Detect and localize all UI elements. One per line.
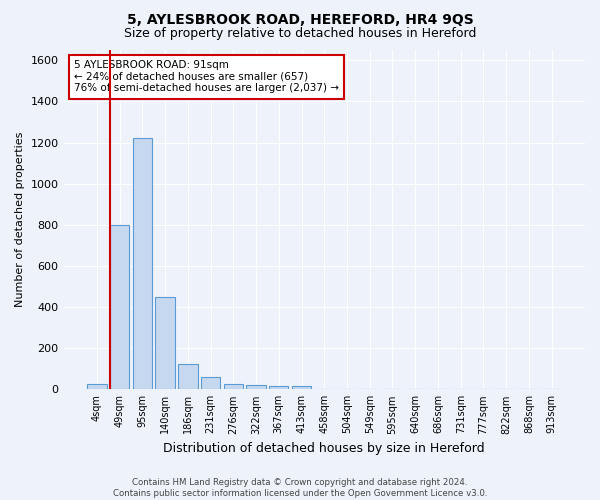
Text: 5 AYLESBROOK ROAD: 91sqm
← 24% of detached houses are smaller (657)
76% of semi-: 5 AYLESBROOK ROAD: 91sqm ← 24% of detach… xyxy=(74,60,339,94)
Y-axis label: Number of detached properties: Number of detached properties xyxy=(15,132,25,308)
Text: 5, AYLESBROOK ROAD, HEREFORD, HR4 9QS: 5, AYLESBROOK ROAD, HEREFORD, HR4 9QS xyxy=(127,12,473,26)
Bar xyxy=(269,386,289,390)
Bar xyxy=(133,138,152,390)
Bar xyxy=(155,297,175,390)
Bar xyxy=(178,364,197,390)
Bar xyxy=(87,384,107,390)
Text: Size of property relative to detached houses in Hereford: Size of property relative to detached ho… xyxy=(124,28,476,40)
X-axis label: Distribution of detached houses by size in Hereford: Distribution of detached houses by size … xyxy=(163,442,485,455)
Bar xyxy=(110,225,130,390)
Bar xyxy=(247,385,266,390)
Bar xyxy=(292,386,311,390)
Bar xyxy=(201,378,220,390)
Bar xyxy=(224,384,243,390)
Text: Contains HM Land Registry data © Crown copyright and database right 2024.
Contai: Contains HM Land Registry data © Crown c… xyxy=(113,478,487,498)
